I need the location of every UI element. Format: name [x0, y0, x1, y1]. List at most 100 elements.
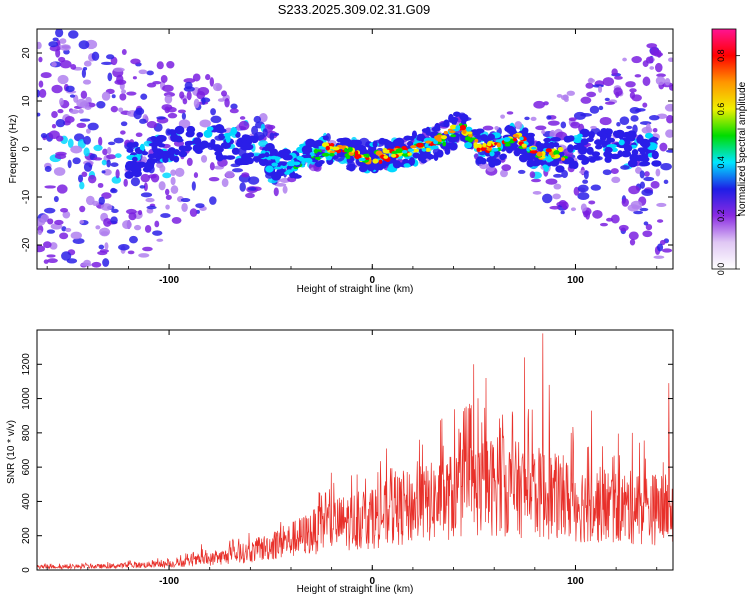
spectrogram-cell	[38, 80, 44, 88]
spectrogram-cell	[440, 135, 448, 140]
spectrogram-cell	[225, 170, 235, 179]
spectrogram-cell	[408, 156, 416, 166]
spectrogram-cell	[666, 114, 673, 124]
spectrogram-cell	[499, 153, 507, 159]
spectrogram-cell	[245, 192, 255, 199]
spectrogram-cell	[164, 94, 173, 104]
spectrogram-cell	[534, 160, 540, 166]
spectrogram-cell	[501, 164, 512, 172]
spectrogram-cell	[86, 128, 91, 134]
spectrogram-cell	[382, 149, 391, 154]
spectrogram-cell	[115, 169, 120, 179]
spectrogram-cell	[128, 212, 137, 221]
spectrogram-cell	[315, 154, 320, 157]
spectrogram-cell	[322, 135, 329, 141]
spectrogram-cell	[140, 93, 148, 100]
spectrogram-cell	[660, 162, 672, 171]
spectrogram-cell	[46, 229, 56, 234]
spectrogram-cell	[135, 132, 143, 137]
spectrogram-cell	[37, 89, 41, 98]
spectrogram-cell	[282, 185, 288, 194]
spectrogram-cell	[231, 147, 240, 155]
spectrogram-cell	[567, 144, 574, 153]
spectrogram-cell	[138, 69, 148, 75]
spectrogram-cell	[179, 91, 185, 99]
spectrogram-cell	[37, 112, 41, 117]
spectrogram-cell	[57, 74, 69, 85]
spectrogram-cell	[44, 185, 56, 189]
spectrogram-cell	[183, 78, 196, 84]
spectrogram-cell	[580, 96, 592, 104]
spectrogram-cell	[490, 147, 499, 152]
spectrogram-cell	[552, 193, 561, 200]
spectrogram-cell	[150, 158, 158, 164]
spectrogram-cell	[142, 246, 153, 252]
spectrogram-xlabel: Height of straight line (km)	[297, 284, 414, 295]
spectrogram-cell	[248, 176, 260, 185]
spectrogram-cell	[629, 106, 641, 114]
spectrogram-cell	[264, 152, 270, 158]
spectrogram-cell	[195, 203, 205, 209]
spectrogram-cell	[529, 150, 538, 154]
spectrogram-cell	[140, 173, 151, 183]
spectrogram-cell	[118, 244, 130, 251]
spectrogram-cell	[321, 152, 330, 157]
spectrogram-cell	[210, 108, 216, 116]
spectrogram-cell	[626, 125, 633, 130]
spectrogram-cell	[489, 151, 495, 157]
spectrogram-cell	[123, 178, 128, 187]
spectrogram-cell	[444, 148, 451, 155]
spectrogram-cell	[243, 135, 252, 141]
spectrogram-cell	[292, 161, 301, 166]
spectrogram-cell	[665, 149, 673, 153]
spectrogram-cell	[209, 77, 215, 87]
spectrogram-cell	[170, 169, 177, 176]
spectrogram-cell	[433, 140, 439, 145]
spectrogram-cell	[146, 70, 154, 76]
spectrogram-cell	[325, 145, 330, 151]
spectrogram-cell	[599, 116, 612, 126]
spectrogram-cell	[107, 141, 116, 146]
spectrogram-cell	[269, 132, 275, 141]
spectrogram-cell	[550, 154, 555, 158]
spectrogram-cell	[61, 251, 72, 261]
spectrogram-cell	[602, 169, 612, 176]
spectrogram-cell	[197, 87, 210, 96]
snr-frame	[36, 329, 674, 571]
spectrogram-cell	[313, 139, 324, 146]
spectrogram-cell	[648, 115, 660, 121]
spectrogram-cell	[622, 57, 627, 62]
spectrogram-cell	[76, 122, 87, 128]
spectrogram-cell	[186, 157, 193, 167]
spectrogram-cell	[655, 76, 666, 86]
spectrogram-cell	[154, 136, 164, 145]
spectrogram-cell	[356, 162, 367, 167]
spectrogram-cell	[143, 182, 148, 192]
spectrogram-cell	[126, 147, 134, 153]
spectrogram-cell	[617, 150, 623, 158]
spectrogram-cell	[560, 210, 565, 215]
spectrogram-cell	[106, 159, 111, 168]
x-tick-label: -100	[159, 576, 179, 587]
spectrogram-cell	[97, 251, 108, 256]
spectrogram-cell	[146, 82, 157, 88]
spectrogram-cell	[265, 165, 274, 173]
spectrogram-cell	[55, 135, 64, 142]
spectrogram-cell	[258, 112, 268, 123]
spectrogram-cell	[576, 142, 585, 148]
spectrogram-cell	[329, 152, 335, 157]
spectrogram-cell	[656, 73, 667, 78]
spectrogram-cell	[143, 162, 155, 170]
spectrogram-cell	[653, 255, 665, 259]
spectrogram-cell	[166, 106, 177, 113]
spectrogram-cell	[230, 103, 238, 110]
spectrogram-cell	[239, 160, 251, 166]
spectrogram-cell	[46, 254, 56, 258]
spectrogram-cell	[421, 128, 431, 133]
spectrogram-cell	[182, 145, 192, 152]
spectrogram-cell	[61, 226, 67, 232]
spectrogram-cell	[184, 81, 193, 90]
spectrogram-cell	[55, 29, 64, 38]
spectrogram-cell	[372, 158, 379, 164]
